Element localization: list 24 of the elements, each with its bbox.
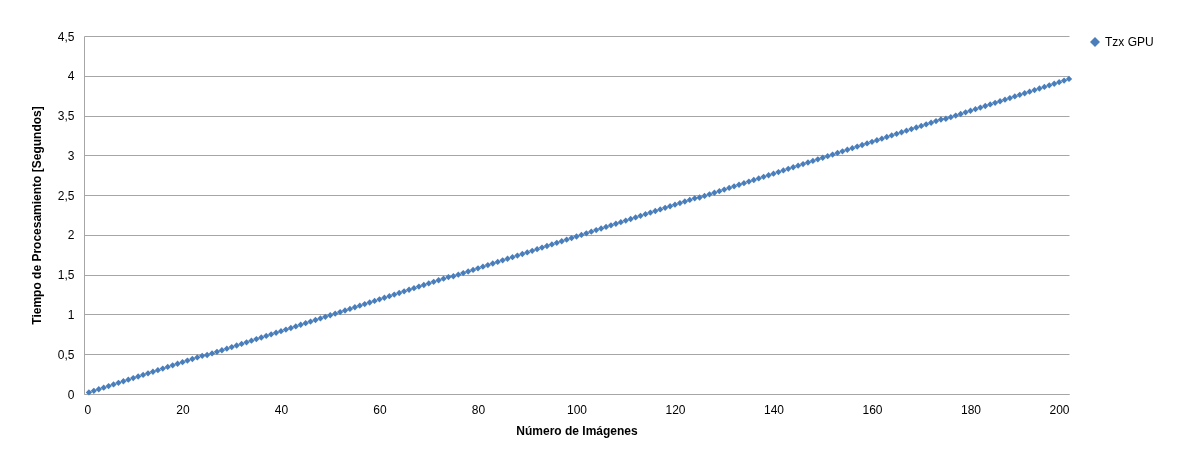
x-tick-label: 0 [84,402,92,417]
x-tick-label: 40 [274,402,289,417]
y-tick-label: 4 [67,69,75,84]
legend-label: Tzx GPU [1105,35,1154,49]
y-tick-label: 3 [67,148,75,163]
y-tick-label: 0,5 [57,347,75,362]
y-axis-title: Tiempo de Procesamiento [Segundos] [29,106,44,325]
x-tick-label: 60 [373,402,387,417]
x-tick-label: 100 [566,402,588,417]
x-axis-title: Número de Imágenes [516,423,639,438]
y-tick-label: 1 [67,307,75,322]
x-tick-label: 180 [960,402,982,417]
x-tick-label: 20 [176,402,190,417]
x-tick-label: 200 [1049,402,1070,417]
y-tick-label: 1,5 [57,268,75,283]
x-tick-label: 160 [862,402,883,417]
x-tick-label: 80 [471,402,486,417]
y-tick-label: 0 [67,387,75,402]
y-tick-label: 4,5 [57,29,75,44]
y-tick-label: 2 [67,228,75,243]
x-tick-label: 120 [665,402,686,417]
x-tick-label: 140 [763,402,785,417]
y-tick-label: 2,5 [57,188,75,203]
y-tick-label: 3,5 [57,109,75,124]
